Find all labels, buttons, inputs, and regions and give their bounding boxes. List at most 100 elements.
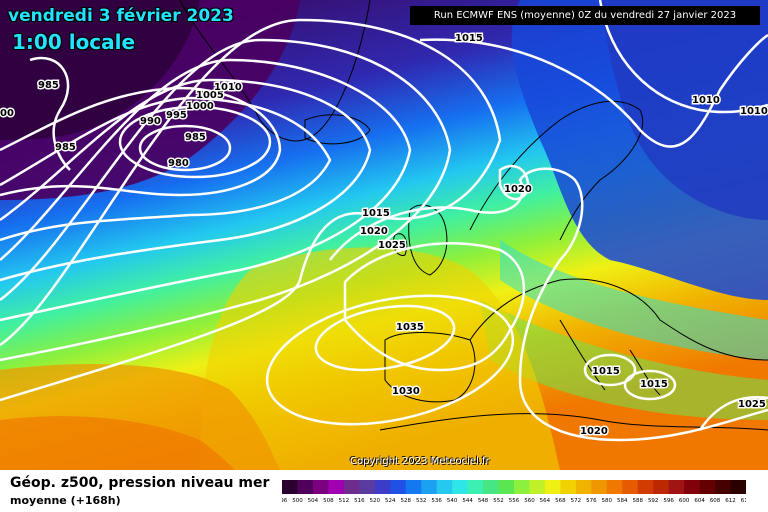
legend-swatch	[374, 480, 391, 494]
isobar-1015-north	[419, 33, 768, 148]
legend-swatch	[730, 480, 746, 494]
isobar-980	[138, 124, 232, 172]
pressure-label: 1025	[378, 240, 406, 251]
pressure-label: 1020	[580, 426, 608, 437]
pressure-label: 1010	[214, 82, 242, 93]
field-east-green	[480, 300, 768, 420]
legend-tick-label: 524	[385, 498, 396, 504]
isobar-1000	[0, 78, 372, 282]
pressure-label: 1020	[504, 184, 532, 195]
legend-swatch	[606, 480, 623, 494]
legend-tick-label: 588	[632, 498, 643, 504]
field-ridge-red	[0, 416, 235, 470]
legend-swatch	[637, 480, 654, 494]
legend-tick-label: 616	[741, 498, 746, 504]
legend-tick-label: 604	[694, 498, 705, 504]
isobar-1015-balkans	[583, 353, 637, 387]
legend-tick-label: 500	[292, 498, 303, 504]
pressure-label: 1000	[186, 101, 214, 112]
legend-swatch	[328, 480, 345, 494]
legend-swatch	[297, 480, 314, 494]
legend-swatch	[282, 480, 298, 494]
pressure-label: 985	[55, 142, 76, 153]
legend-swatch	[529, 480, 546, 494]
field-subtitle: moyenne (+168h)	[10, 494, 121, 507]
legend-swatch	[421, 480, 438, 494]
legend-swatch	[359, 480, 376, 494]
legend-tick-label: 512	[339, 498, 350, 504]
legend-swatch	[699, 480, 716, 494]
legend-tick-label: 600	[679, 498, 690, 504]
legend-swatch	[498, 480, 515, 494]
legend-swatch	[467, 480, 484, 494]
legend-tick-label: 572	[571, 498, 582, 504]
legend-tick-label: 580	[602, 498, 613, 504]
isobar-1015-greece	[623, 369, 677, 401]
legend-tick-label: 584	[617, 498, 628, 504]
legend-swatch	[622, 480, 639, 494]
isobar-1025	[343, 242, 526, 372]
legend-tick-label: 528	[400, 498, 411, 504]
legend-tick-label: 552	[493, 498, 504, 504]
legend-swatch	[715, 480, 732, 494]
coast-greece	[629, 349, 661, 396]
isobar-1020-norway	[498, 164, 530, 201]
pressure-label: 1005	[196, 90, 224, 101]
coast-europe	[469, 278, 768, 361]
forecast-local-time: 1:00 locale	[12, 30, 136, 54]
isobar-985-nw	[29, 56, 71, 171]
legend-swatch	[591, 480, 608, 494]
legend-tick-label: 496	[282, 498, 288, 504]
pressure-label: 1015	[640, 379, 668, 390]
legend-tick-label: 548	[478, 498, 489, 504]
isobar-1005	[0, 58, 412, 322]
field-east-cyan	[500, 240, 768, 360]
isobar-1010	[0, 38, 452, 362]
legend-tick-label: 520	[370, 498, 381, 504]
coast-iberia	[384, 332, 476, 403]
legend-swatch	[575, 480, 592, 494]
pressure-label: 1030	[392, 386, 420, 397]
color-scale-legend: 496 500 504 508 512 516 520 524 528 532 536 540 544 5…	[282, 480, 746, 504]
isobar-1030	[265, 294, 515, 426]
pressure-label: 1025	[738, 399, 766, 410]
isobar-1035	[314, 304, 456, 372]
legend-tick-label: 532	[416, 498, 427, 504]
legend-swatch	[684, 480, 701, 494]
pressure-label: 1015	[362, 208, 390, 219]
pressure-label: 985	[185, 132, 206, 143]
legend-swatch	[483, 480, 500, 494]
legend-tick-label: 516	[354, 498, 365, 504]
pressure-label: 1035	[396, 322, 424, 333]
legend-tick-label: 544	[462, 498, 473, 504]
legend-swatch	[668, 480, 685, 494]
legend-tick-label: 504	[308, 498, 319, 504]
legend-tick-label: 592	[648, 498, 659, 504]
legend-swatch	[560, 480, 577, 494]
isobar-1025-east	[698, 396, 768, 431]
pressure-label: 1010	[740, 106, 768, 117]
coast-north-africa	[379, 413, 768, 431]
legend-tick-label: 536	[431, 498, 442, 504]
field-ridge-yellow	[200, 247, 560, 470]
pressure-label: 1010	[692, 95, 720, 106]
legend-tick-label: 612	[725, 498, 736, 504]
pressure-label: 1020	[360, 226, 388, 237]
legend-tick-label: 576	[586, 498, 597, 504]
isobar-995	[0, 96, 332, 242]
legend-tick-label: 564	[540, 498, 551, 504]
legend-swatch	[452, 480, 469, 494]
pressure-label: 995	[166, 110, 187, 121]
legend-tick-label: 508	[323, 498, 334, 504]
field-nw-dark	[0, 0, 200, 140]
field-title: Géop. z500, pression niveau mer	[10, 475, 270, 491]
legend-swatch	[343, 480, 360, 494]
model-run-info: Run ECMWF ENS (moyenne) 0Z du vendredi 2…	[410, 6, 760, 25]
legend-tick-label: 608	[710, 498, 721, 504]
isobar-1010-east	[598, 0, 768, 114]
forecast-date: vendredi 3 février 2023	[8, 6, 234, 26]
pressure-labels: 985 985 985 990 995 1000 1005 1010 980 1…	[0, 32, 768, 439]
isobars	[0, 0, 768, 445]
legend-tick-label: 568	[555, 498, 566, 504]
